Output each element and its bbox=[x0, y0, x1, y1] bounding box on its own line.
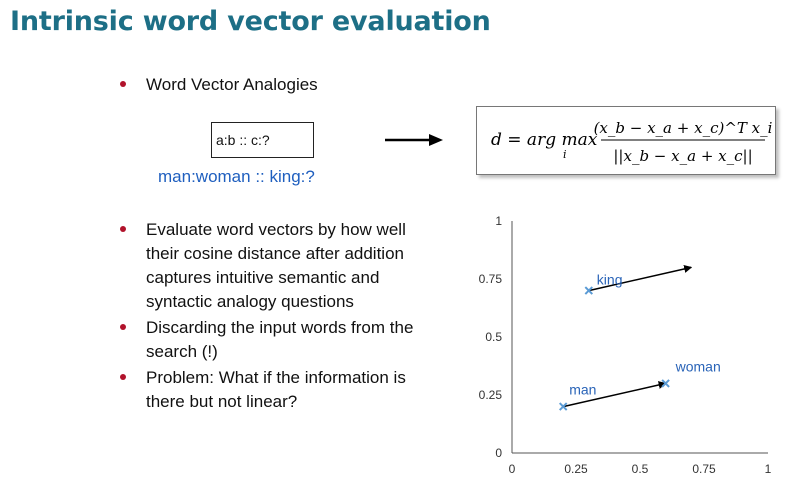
y-tick-label: 0.5 bbox=[485, 330, 502, 344]
formula-lhs: d = arg max bbox=[491, 130, 598, 150]
x-tick-label: 1 bbox=[765, 462, 772, 476]
vector-arrow bbox=[588, 265, 693, 292]
x-tick-label: 0.75 bbox=[692, 462, 716, 476]
slide-title: Intrinsic word vector evaluation bbox=[10, 6, 491, 37]
x-tick-label: 0.25 bbox=[564, 462, 588, 476]
point-label: woman bbox=[675, 358, 721, 374]
y-tick-label: 0.75 bbox=[479, 272, 503, 286]
right-arrow-icon bbox=[385, 134, 443, 146]
bullet-icon bbox=[120, 324, 126, 330]
vector-scatter-chart: 0 0.25 0.5 0.75 1 0 0.25 0.5 0.75 1 man woman king bbox=[479, 214, 772, 476]
bullet-icon bbox=[120, 374, 126, 380]
formula-argmax-subscript: i bbox=[563, 148, 567, 161]
point-marker bbox=[661, 379, 670, 388]
y-tick-label: 1 bbox=[495, 214, 502, 228]
bullet-problem: Problem: What if the information is ther… bbox=[120, 366, 406, 414]
y-tick-label: 0 bbox=[495, 446, 502, 460]
bullet-line: Problem: What if the information is bbox=[146, 368, 406, 387]
point-marker bbox=[558, 402, 568, 411]
bullet-line: there but not linear? bbox=[146, 392, 298, 411]
vector-arrow bbox=[563, 381, 667, 408]
bullet-line: captures intuitive semantic and bbox=[146, 268, 380, 287]
analogy-box: a:b :: c:? bbox=[211, 122, 314, 158]
bullet-text: Discarding the input words from the sear… bbox=[146, 316, 413, 364]
bullet-line: syntactic analogy questions bbox=[146, 292, 354, 311]
bullet-line: their cosine distance after addition bbox=[146, 244, 404, 263]
bullet-icon bbox=[120, 226, 126, 232]
bullet-text: Problem: What if the information is ther… bbox=[146, 366, 406, 414]
bullet-text: Word Vector Analogies bbox=[146, 75, 318, 94]
bullet-text: Evaluate word vectors by how well their … bbox=[146, 218, 406, 314]
y-tick-label: 0.25 bbox=[479, 388, 503, 402]
formula-denominator: ||x_b − x_a + x_c|| bbox=[613, 147, 752, 165]
bullet-evaluate: Evaluate word vectors by how well their … bbox=[120, 218, 406, 314]
analogy-formula: d = arg max i (x_b − x_a + x_c)^T x_i ||… bbox=[476, 106, 776, 175]
bullet-line: Discarding the input words from the bbox=[146, 318, 414, 337]
analogy-example: man:woman :: king:? bbox=[158, 167, 315, 186]
bullet-line: search (!) bbox=[146, 342, 218, 361]
formula-numerator: (x_b − x_a + x_c)^T x_i bbox=[594, 119, 773, 137]
bullet-discarding: Discarding the input words from the sear… bbox=[120, 316, 413, 364]
point-label: king bbox=[597, 272, 623, 288]
bullet-word-vector-analogies: Word Vector Analogies bbox=[120, 73, 318, 97]
x-tick-label: 0.5 bbox=[632, 462, 649, 476]
data-point-man: man bbox=[558, 382, 596, 411]
point-label: man bbox=[569, 382, 596, 398]
data-point-king: king bbox=[584, 272, 623, 295]
point-marker bbox=[584, 286, 594, 295]
bullet-icon bbox=[120, 81, 126, 87]
x-tick-label: 0 bbox=[509, 462, 516, 476]
bullet-line: Evaluate word vectors by how well bbox=[146, 220, 406, 239]
data-point-woman: woman bbox=[661, 358, 721, 388]
